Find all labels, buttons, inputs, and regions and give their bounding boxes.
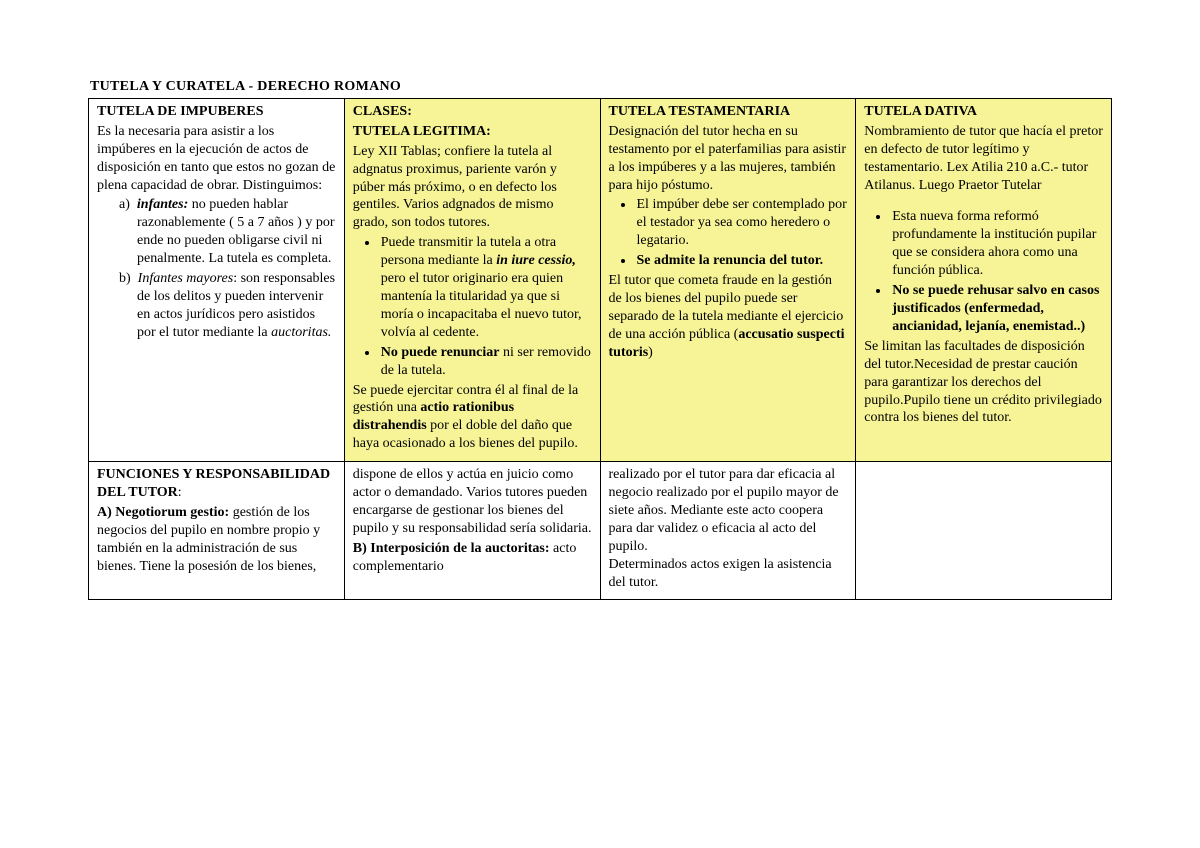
body-text: A) Negotiorum gestio: gestión de los neg… <box>97 504 336 576</box>
intro-text: Designación del tutor hecha en su testam… <box>609 123 848 195</box>
cell-tutela-legitima: CLASES: TUTELA LEGITIMA: Ley XII Tablas;… <box>344 98 600 461</box>
heading: TUTELA DE IMPUBERES <box>97 104 263 119</box>
body-text: realizado por el tutor para dar eficacia… <box>609 466 848 591</box>
bullet-list: Esta nueva forma reformó profundamente l… <box>864 208 1103 335</box>
super-heading: CLASES: <box>353 104 412 119</box>
content-table: TUTELA DE IMPUBERES Es la necesaria para… <box>88 98 1112 601</box>
list-item: Puede transmitir la tutela a otra person… <box>379 234 592 341</box>
intro-text: Nombramiento de tutor que hacía el preto… <box>864 123 1103 195</box>
list-item-a: a) infantes: no pueden hablar razonablem… <box>119 196 336 268</box>
body-text: B) Interposición de la auctoritas: acto … <box>353 540 592 576</box>
heading: TUTELA TESTAMENTARIA <box>609 104 791 119</box>
cell-funciones-cont1: dispone de ellos y actúa en juicio como … <box>344 462 600 600</box>
heading: TUTELA DATIVA <box>864 104 977 119</box>
heading: TUTELA LEGITIMA: <box>353 124 491 139</box>
table-row: TUTELA DE IMPUBERES Es la necesaria para… <box>89 98 1112 461</box>
page-title: TUTELA Y CURATELA - DERECHO ROMANO <box>90 78 1112 96</box>
list-item: Esta nueva forma reformó profundamente l… <box>890 208 1103 280</box>
list-item: El impúber debe ser contemplado por el t… <box>635 196 848 250</box>
intro-text: Ley XII Tablas; confiere la tutela al ad… <box>353 143 592 233</box>
list-item: No puede renunciar ni ser removido de la… <box>379 344 592 380</box>
document-page: TUTELA Y CURATELA - DERECHO ROMANO TUTEL… <box>0 0 1200 848</box>
cell-funciones-cont2: realizado por el tutor para dar eficacia… <box>600 462 856 600</box>
alpha-list: a) infantes: no pueden hablar razonablem… <box>97 196 336 341</box>
tail-text: Se limitan las facultades de disposición… <box>864 338 1103 428</box>
spacer <box>864 196 1103 206</box>
table-row: FUNCIONES Y RESPONSABILIDAD DEL TUTOR: A… <box>89 462 1112 600</box>
tail-text: El tutor que cometa fraude en la gestión… <box>609 272 848 362</box>
lead-text: dispone de ellos y actúa en juicio como … <box>353 466 592 538</box>
cell-tutela-testamentaria: TUTELA TESTAMENTARIA Designación del tut… <box>600 98 856 461</box>
bullet-list: Puede transmitir la tutela a otra person… <box>353 234 592 379</box>
tail-text: Se puede ejercitar contra él al final de… <box>353 382 592 454</box>
cell-empty <box>856 462 1112 600</box>
cell-tutela-impuberes: TUTELA DE IMPUBERES Es la necesaria para… <box>89 98 345 461</box>
cell-tutela-dativa: TUTELA DATIVA Nombramiento de tutor que … <box>856 98 1112 461</box>
heading: FUNCIONES Y RESPONSABILIDAD DEL TUTOR <box>97 467 330 500</box>
cell-funciones: FUNCIONES Y RESPONSABILIDAD DEL TUTOR: A… <box>89 462 345 600</box>
list-item: Se admite la renuncia del tutor. <box>635 252 848 270</box>
list-item-b: b) Infantes mayores: son responsables de… <box>119 270 336 342</box>
list-item: No se puede rehusar salvo en casos justi… <box>890 282 1103 336</box>
intro-text: Es la necesaria para asistir a los impúb… <box>97 123 336 195</box>
bullet-list: El impúber debe ser contemplado por el t… <box>609 196 848 270</box>
